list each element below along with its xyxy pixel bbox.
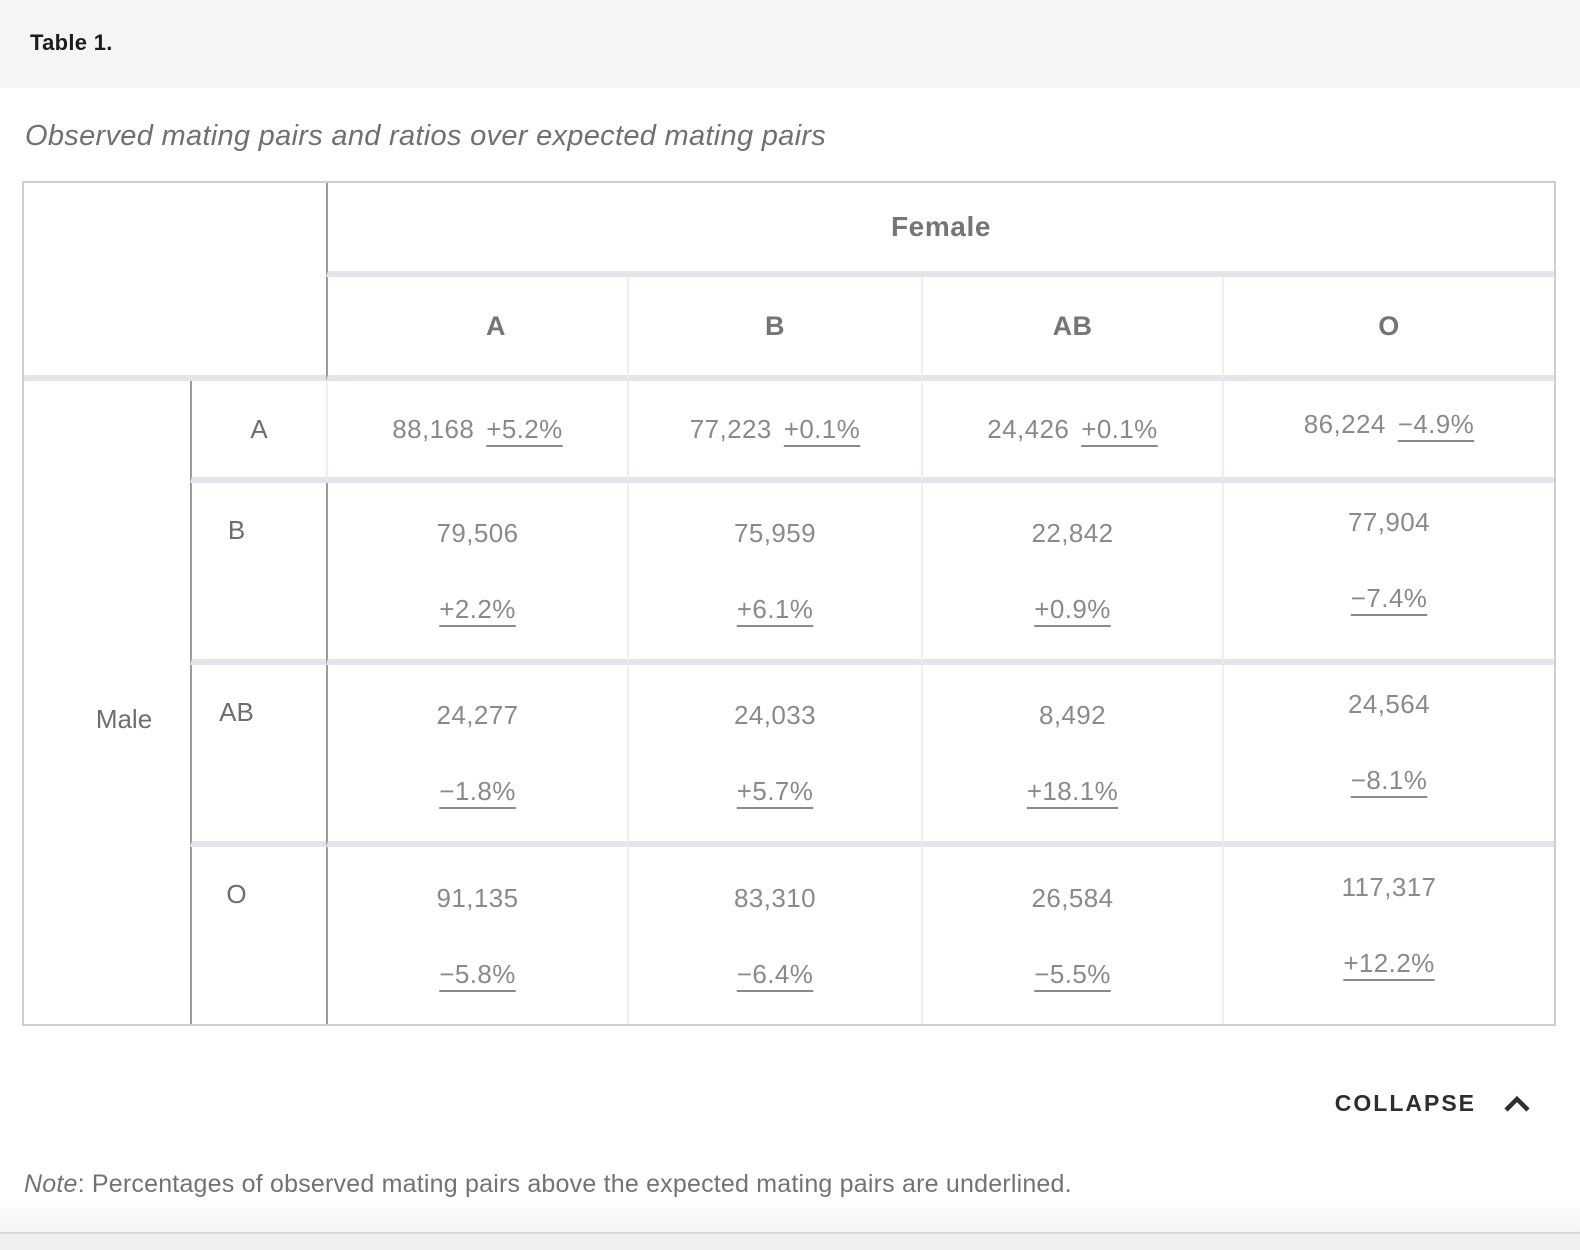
table-header-band: Table 1. [0,0,1580,88]
cell-percent: −4.9% [1397,409,1475,439]
cell-maleB-femaleB: 75,959 +6.1% [627,483,921,665]
cell-maleO-femaleAB: 26,584 −5.5% [921,847,1222,1024]
row-header-ab: AB [190,665,326,847]
mating-pairs-table: Female A B AB O Male A 88,168 +5.2% 77,2… [22,181,1556,1026]
row-header-b: B [190,483,326,665]
cell-count: 24,033 [734,700,816,730]
cell-count: 24,426 [987,414,1070,444]
cell-percent: −1.8% [439,776,516,806]
cell-count: 88,168 [392,414,475,444]
cell-count: 22,842 [1031,518,1114,548]
column-header-o: O [1222,277,1554,381]
collapse-button-label: COLLAPSE [1334,1090,1476,1116]
cell-count: 77,904 [1348,507,1430,537]
cell-percent: −5.5% [1034,958,1111,989]
cell-maleA-femaleO: 86,224 −4.9% [1222,381,1554,483]
cell-count: 83,310 [734,882,816,913]
cell-count: 91,135 [436,882,519,913]
cell-percent: −8.1% [1350,765,1428,795]
cell-percent: +0.1% [783,414,861,444]
cell-maleAB-femaleB: 24,033 +5.7% [627,665,921,847]
row-header-o: O [190,847,326,1024]
column-header-a: A [326,277,627,381]
cell-percent: +5.2% [486,414,563,444]
cell-percent: +2.2% [439,594,516,624]
cell-maleO-femaleA: 91,135 −5.8% [326,847,627,1024]
chevron-up-icon [1502,1095,1532,1113]
corner-cell [24,183,326,381]
column-header-ab: AB [921,277,1222,381]
cell-maleO-femaleB: 83,310 −6.4% [627,847,921,1024]
cell-maleB-femaleA: 79,506 +2.2% [326,483,627,665]
table-note: Note: Percentages of observed mating pai… [24,1170,1072,1199]
cell-maleA-femaleA: 88,168 +5.2% [326,381,627,483]
cell-count: 75,959 [734,518,816,548]
cell-maleA-femaleB: 77,223 +0.1% [627,381,921,483]
cell-percent: −6.4% [736,958,814,989]
row-group-header-male: Male [95,704,153,734]
bottom-band [0,1234,1580,1250]
cell-maleAB-femaleO: 24,564 −8.1% [1222,665,1554,847]
cell-count: 117,317 [1341,871,1437,902]
cell-percent: +0.9% [1034,594,1111,624]
cell-maleA-femaleAB: 24,426 +0.1% [921,381,1222,483]
cell-count: 77,223 [689,414,772,444]
cell-count: 24,564 [1348,689,1430,719]
cell-maleAB-femaleAB: 8,492 +18.1% [921,665,1222,847]
cell-maleB-femaleAB: 22,842 +0.9% [921,483,1222,665]
cell-count: 24,277 [436,700,519,730]
cell-percent: +0.1% [1081,414,1158,444]
cell-maleAB-femaleA: 24,277 −1.8% [326,665,627,847]
note-label: Note [24,1170,78,1198]
cell-count: 86,224 [1303,409,1386,439]
cell-percent: +18.1% [1026,776,1119,806]
cell-percent: +6.1% [736,594,814,624]
column-header-b: B [627,277,921,381]
table-caption: Observed mating pairs and ratios over ex… [25,120,827,152]
cell-maleO-femaleO: 117,317 +12.2% [1222,847,1554,1024]
cell-count: 8,492 [1038,700,1107,730]
cell-percent: −5.8% [439,958,516,989]
cell-count: 79,506 [436,518,519,548]
table-label: Table 1. [30,30,113,55]
cell-maleB-femaleO: 77,904 −7.4% [1222,483,1554,665]
bottom-divider [0,1232,1580,1234]
cell-count: 26,584 [1031,882,1114,913]
cell-percent: +12.2% [1343,947,1435,978]
bottom-fade [0,1198,1580,1232]
row-header-a: A [190,381,326,483]
collapse-button[interactable]: COLLAPSE [1335,1090,1532,1117]
column-group-header-female: Female [326,183,1554,277]
note-text: : Percentages of observed mating pairs a… [77,1170,1072,1198]
cell-percent: −7.4% [1350,583,1428,613]
cell-percent: +5.7% [736,776,814,806]
